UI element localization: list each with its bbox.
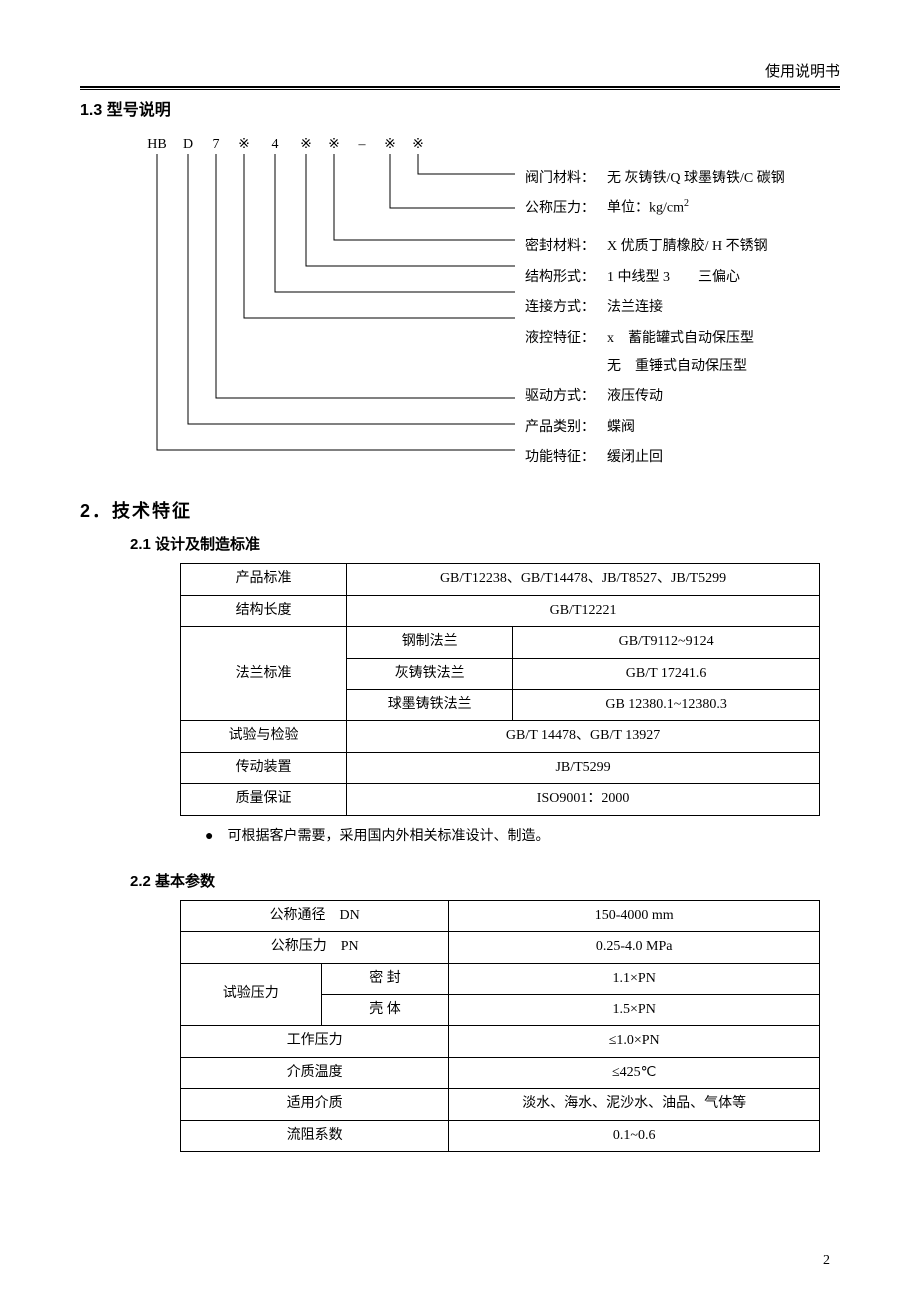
desc-value: 法兰连接 (607, 297, 663, 319)
table-cell: 0.1~0.6 (449, 1120, 820, 1151)
note-text: 可根据客户需要，采用国内外相关标准设计、制造。 (227, 826, 549, 848)
bullet-icon: ● (205, 826, 213, 848)
desc-label: 驱动方式： (525, 384, 603, 406)
bracket-svg (140, 152, 520, 482)
table-row: 传动装置 JB/T5299 (181, 752, 820, 783)
heading-2: 2．技术特征 (80, 497, 840, 526)
table-cell: 适用介质 (181, 1089, 449, 1120)
model-desc-column: 阀门材料：无 灰铸铁/Q 球墨铸铁/C 碳钢 公称压力：单位：kg/cm2 密封… (525, 166, 785, 476)
table-cell: 介质温度 (181, 1057, 449, 1088)
table-cell: 密 封 (321, 963, 449, 994)
desc-value: X 优质丁腈橡胶/ H 不锈钢 (607, 236, 768, 258)
table-row: 流阻系数 0.1~0.6 (181, 1120, 820, 1151)
table-cell: ISO9001：2000 (347, 784, 820, 815)
desc-label: 公称压力： (525, 196, 603, 218)
table-cell: 壳 体 (321, 995, 449, 1026)
page-number: 2 (823, 1250, 830, 1272)
table-cell: 钢制法兰 (347, 627, 513, 658)
model-code-diagram: HB D 7 ※ 4 ※ ※ – ※ ※ (140, 134, 840, 479)
desc-label: 连接方式： (525, 295, 603, 317)
standards-table: 产品标准 GB/T12238、GB/T14478、JB/T8527、JB/T52… (180, 563, 820, 815)
table-cell: 工作压力 (181, 1026, 449, 1057)
table-cell: 试验与检验 (181, 721, 347, 752)
table-cell: 质量保证 (181, 784, 347, 815)
table-cell: 试验压力 (181, 963, 322, 1026)
table-cell: GB/T 17241.6 (513, 658, 820, 689)
table-row: 适用介质 淡水、海水、泥沙水、油品、气体等 (181, 1089, 820, 1120)
doc-header-title: 使用说明书 (80, 60, 840, 86)
desc-label: 功能特征： (525, 445, 603, 467)
table-cell: ≤1.0×PN (449, 1026, 820, 1057)
table-row: 质量保证 ISO9001：2000 (181, 784, 820, 815)
table-cell: GB/T9112~9124 (513, 627, 820, 658)
table-row: 试验与检验 GB/T 14478、GB/T 13927 (181, 721, 820, 752)
table-cell: 公称通径 DN (181, 900, 449, 931)
table-cell: 结构长度 (181, 595, 347, 626)
table-row: 产品标准 GB/T12238、GB/T14478、JB/T8527、JB/T52… (181, 564, 820, 595)
table-cell: 公称压力 PN (181, 932, 449, 963)
table-row: 试验压力 密 封 1.1×PN (181, 963, 820, 994)
table-cell: 流阻系数 (181, 1120, 449, 1151)
heading-2-1: 2.1 设计及制造标准 (130, 533, 840, 557)
desc-label: 密封材料： (525, 234, 603, 256)
table-cell: 1.5×PN (449, 995, 820, 1026)
desc-value: 液压传动 (607, 386, 663, 408)
desc-value: 无 重锤式自动保压型 (607, 356, 747, 378)
desc-label: 结构形式： (525, 265, 603, 287)
desc-label: 阀门材料： (525, 166, 603, 188)
table-cell: ≤425℃ (449, 1057, 820, 1088)
table-cell: 150-4000 mm (449, 900, 820, 931)
table-cell: GB/T12238、GB/T14478、JB/T8527、JB/T5299 (347, 564, 820, 595)
table-row: 结构长度 GB/T12221 (181, 595, 820, 626)
desc-value: 单位：kg/cm2 (607, 196, 689, 220)
desc-value: 蝶阀 (607, 417, 635, 439)
table-cell: 法兰标准 (181, 627, 347, 721)
table-cell: 球墨铸铁法兰 (347, 689, 513, 720)
table-cell: GB/T12221 (347, 595, 820, 626)
table-cell: 0.25-4.0 MPa (449, 932, 820, 963)
table-cell: GB 12380.1~12380.3 (513, 689, 820, 720)
table-row: 介质温度 ≤425℃ (181, 1057, 820, 1088)
desc-value: 1 中线型 3 三偏心 (607, 267, 740, 289)
header-rule (80, 86, 840, 90)
table-cell: 淡水、海水、泥沙水、油品、气体等 (449, 1089, 820, 1120)
table-cell: 1.1×PN (449, 963, 820, 994)
note-bullet: ● 可根据客户需要，采用国内外相关标准设计、制造。 (205, 826, 840, 848)
table-cell: JB/T5299 (347, 752, 820, 783)
params-table: 公称通径 DN 150-4000 mm 公称压力 PN 0.25-4.0 MPa… (180, 900, 820, 1152)
table-row: 公称通径 DN 150-4000 mm (181, 900, 820, 931)
table-row: 公称压力 PN 0.25-4.0 MPa (181, 932, 820, 963)
desc-value: 无 灰铸铁/Q 球墨铸铁/C 碳钢 (607, 168, 785, 190)
desc-label: 产品类别： (525, 415, 603, 437)
table-cell: 传动装置 (181, 752, 347, 783)
table-cell: 灰铸铁法兰 (347, 658, 513, 689)
heading-1-3: 1.3 型号说明 (80, 98, 840, 124)
desc-label: 液控特征： (525, 326, 603, 348)
desc-value: x 蓄能罐式自动保压型 (607, 328, 754, 350)
table-row: 工作压力 ≤1.0×PN (181, 1026, 820, 1057)
desc-value: 缓闭止回 (607, 447, 663, 469)
table-cell: 产品标准 (181, 564, 347, 595)
heading-2-2: 2.2 基本参数 (130, 870, 840, 894)
table-cell: GB/T 14478、GB/T 13927 (347, 721, 820, 752)
table-row: 法兰标准 钢制法兰 GB/T9112~9124 (181, 627, 820, 658)
